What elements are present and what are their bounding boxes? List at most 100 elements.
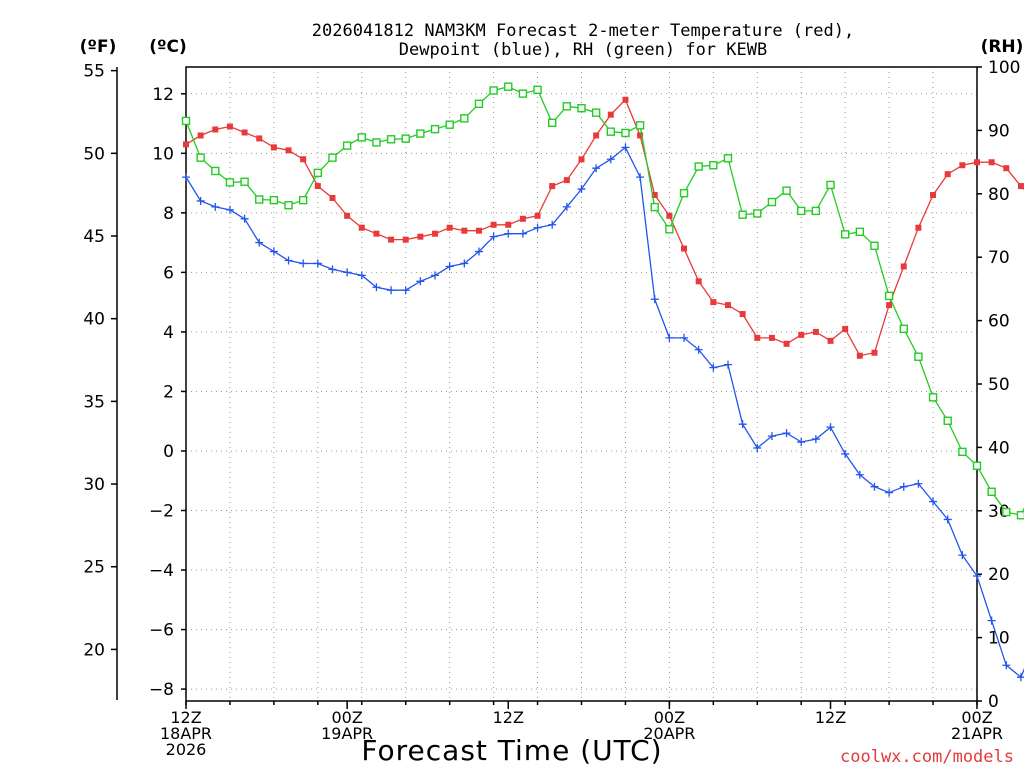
rh-tick-label: 100: [988, 58, 1020, 78]
x-axis-label: Forecast Time (UTC): [361, 734, 662, 767]
rh-point: [958, 447, 967, 457]
rh-axis-unit: (RH): [981, 37, 1024, 57]
temperature-point: [695, 278, 702, 285]
temperature-point: [593, 132, 600, 139]
dewpoint-point: [313, 259, 322, 268]
rh-point: [826, 180, 835, 190]
x-tick-label: 00Z: [331, 708, 362, 727]
temperature-point: [959, 162, 966, 169]
dewpoint-point: [518, 229, 527, 238]
dewpoint-point: [914, 479, 923, 488]
dewpoint-point: [709, 363, 718, 372]
temperature-point: [358, 224, 365, 231]
dewpoint-point: [841, 449, 850, 458]
rh-point: [196, 153, 205, 162]
x-tick-label: 2026: [166, 740, 207, 759]
x-tick-label: 12Z: [815, 708, 846, 727]
rh-point: [298, 195, 308, 205]
temperature-point: [754, 334, 761, 341]
dewpoint-point: [372, 283, 381, 292]
dewpoint-point: [738, 420, 747, 429]
temperature-point: [549, 183, 556, 190]
rh-point: [606, 127, 615, 136]
rh-point: [255, 195, 264, 204]
rh-point: [562, 102, 572, 111]
rh-point: [679, 188, 689, 198]
temperature-point: [768, 334, 775, 341]
temperature-point: [974, 159, 980, 166]
dewpoint-point: [328, 265, 337, 274]
dewpoint-point: [665, 333, 674, 342]
temperature-point: [578, 156, 585, 163]
temperature-point: [915, 224, 922, 231]
rh-point: [372, 138, 381, 147]
rh-point: [797, 206, 806, 216]
rh-point: [445, 120, 454, 129]
celsius-tick-label: 6: [163, 263, 174, 283]
temperature-point: [388, 236, 395, 243]
dewpoint-point: [929, 497, 938, 506]
dewpoint-point: [797, 438, 806, 447]
fahrenheit-axis-unit: (ºF): [80, 37, 117, 57]
celsius-tick-label: 12: [152, 85, 174, 105]
axes: [111, 66, 982, 709]
rh-point: [635, 121, 645, 130]
fahrenheit-tick-label: 20: [83, 640, 105, 660]
temperature-point: [739, 311, 746, 318]
dewpoint-point: [694, 345, 703, 354]
rh-point: [430, 124, 440, 134]
x-tick-label: 00Z: [961, 708, 992, 727]
dewpoint-point: [548, 220, 557, 229]
dewpoint-point: [855, 470, 864, 479]
rh-point: [767, 197, 777, 207]
celsius-tick-label: 4: [163, 323, 174, 343]
rh-point: [987, 487, 996, 496]
temperature-point: [446, 224, 453, 231]
temperature-point: [607, 111, 614, 118]
dewpoint-point: [987, 616, 996, 625]
temperature-point: [563, 177, 570, 184]
temperature-point: [461, 227, 468, 234]
dewpoint-point: [621, 143, 630, 152]
temperature-point: [783, 340, 790, 347]
x-tick-label: 19APR: [321, 724, 373, 743]
temperature-point: [212, 126, 219, 133]
x-tick-label: 00Z: [654, 708, 685, 727]
fahrenheit-tick-label: 30: [83, 475, 105, 495]
dewpoint-point: [489, 232, 498, 241]
temperature-point: [871, 349, 878, 356]
dewpoint-point: [416, 277, 425, 286]
temperature-point: [886, 302, 893, 309]
temperature-point: [402, 236, 409, 243]
temperature-point: [812, 328, 819, 335]
rh-point: [181, 116, 191, 126]
rh-point: [884, 291, 894, 301]
rh-point: [284, 201, 293, 210]
rh-point: [577, 104, 586, 113]
dewpoint-point: [225, 205, 234, 214]
temperature-point: [300, 156, 307, 163]
rh-tick-label: 10: [988, 629, 1010, 649]
temperature-point: [666, 212, 673, 219]
tick-labels: 5550454035302520121086420−2−4−6−81009080…: [83, 58, 1020, 759]
temperature-point: [1017, 183, 1024, 190]
celsius-tick-label: 2: [163, 382, 174, 402]
fahrenheit-tick-label: 40: [83, 310, 105, 330]
rh-point: [240, 177, 249, 186]
x-tick-label: 12Z: [493, 708, 524, 727]
rh-point: [225, 178, 235, 187]
dewpoint-point: [460, 259, 469, 268]
temperature-point: [417, 233, 424, 240]
rh-tick-label: 30: [988, 502, 1010, 522]
dewpoint-point: [255, 238, 264, 247]
rh-point: [401, 134, 410, 143]
dewpoint-point: [284, 256, 293, 265]
rh-tick-label: 80: [988, 185, 1010, 205]
celsius-tick-label: 0: [163, 442, 174, 462]
rh-point: [972, 461, 982, 470]
rh-point: [855, 227, 865, 237]
temperature-point: [798, 331, 805, 338]
rh-tick-label: 50: [988, 375, 1010, 395]
rh-point: [665, 225, 674, 234]
temperature-point: [314, 183, 321, 190]
